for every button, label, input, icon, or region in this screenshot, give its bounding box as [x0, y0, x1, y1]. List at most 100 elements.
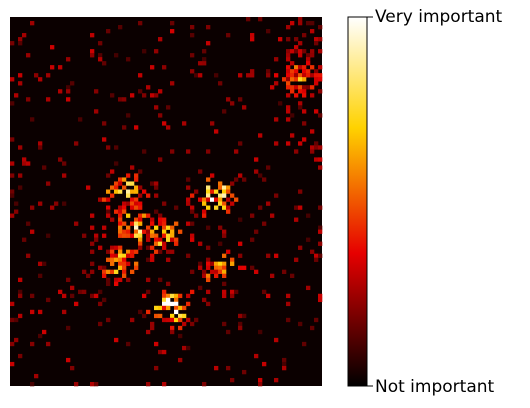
heatmap-cell: [294, 257, 299, 262]
heatmap-cell: [238, 241, 243, 246]
heatmap-cell: [258, 329, 263, 335]
heatmap-cell: [198, 265, 203, 270]
heatmap-cell: [18, 289, 23, 295]
heatmap-cell: [314, 145, 319, 150]
heatmap-cell: [102, 61, 107, 66]
heatmap-cell: [158, 37, 163, 42]
heatmap-cell: [110, 253, 115, 258]
heatmap-cell: [178, 325, 183, 331]
heatmap-cell: [214, 205, 219, 210]
heatmap-cell: [286, 57, 291, 62]
heatmap-cell: [122, 97, 127, 102]
heatmap-cell: [82, 233, 87, 238]
heatmap-cell: [98, 289, 103, 295]
heatmap-cell: [138, 237, 143, 242]
heatmap-cell: [130, 317, 135, 323]
heatmap-cell: [222, 193, 227, 198]
heatmap-cell: [114, 277, 119, 283]
heatmap-cell: [158, 213, 163, 218]
heatmap-cell: [278, 37, 283, 42]
heatmap-cell: [114, 185, 119, 190]
heatmap-cell: [146, 233, 151, 238]
heatmap-cell: [306, 61, 311, 66]
heatmap-cell: [146, 229, 151, 234]
heatmap-cell: [242, 177, 247, 182]
heatmap-cell: [66, 89, 71, 94]
heatmap-cell: [114, 181, 119, 186]
heatmap-cell: [30, 293, 35, 299]
heatmap-cell: [138, 217, 143, 222]
heatmap-cell: [134, 197, 139, 202]
heatmap-cell: [302, 77, 307, 82]
heatmap-cell: [170, 301, 175, 307]
heatmap-cell: [226, 209, 231, 214]
heatmap-cell: [130, 93, 135, 98]
heatmap-cell: [238, 97, 243, 102]
heatmap-cell: [190, 69, 195, 74]
heatmap-cell: [150, 257, 155, 262]
heatmap-cell: [286, 317, 291, 323]
heatmap-cell: [170, 325, 175, 331]
heatmap-cell: [186, 197, 191, 202]
heatmap-cell: [22, 33, 27, 38]
heatmap-cell: [66, 85, 71, 90]
heatmap-cell: [186, 345, 191, 351]
heatmap-cell: [50, 45, 55, 50]
heatmap-cell: [130, 181, 135, 186]
heatmap-cell: [122, 221, 127, 226]
heatmap-cell: [186, 293, 191, 299]
heatmap-cell: [26, 161, 31, 166]
heatmap-cell: [158, 313, 163, 319]
heatmap-cell: [18, 277, 23, 283]
heatmap-cell: [290, 77, 295, 82]
heatmap-cell: [134, 221, 139, 226]
heatmap-cell: [266, 253, 271, 258]
heatmap-cell: [114, 189, 119, 194]
heatmap-cell: [194, 213, 199, 218]
heatmap-cell: [170, 329, 175, 335]
heatmap-cell: [290, 61, 295, 66]
heatmap-cell: [162, 241, 167, 246]
heatmap-cell: [214, 265, 219, 270]
heatmap-cell: [306, 73, 311, 78]
heatmap-cell: [74, 301, 79, 307]
heatmap-cell: [222, 281, 227, 287]
heatmap-cell: [130, 197, 135, 202]
heatmap-cell: [106, 269, 111, 274]
heatmap-cell: [94, 381, 99, 387]
heatmap-cell: [210, 173, 215, 178]
heatmap-cell: [298, 73, 303, 78]
heatmap-cell: [178, 317, 183, 323]
heatmap-cell: [138, 185, 143, 190]
heatmap-cell: [270, 273, 275, 279]
heatmap-cell: [206, 261, 211, 266]
heatmap-cell: [18, 353, 23, 359]
heatmap-cell: [166, 257, 171, 262]
heatmap-cell: [138, 201, 143, 206]
heatmap-cell: [318, 157, 323, 162]
heatmap-cell: [66, 277, 71, 283]
heatmap-cell: [114, 145, 119, 150]
heatmap-cell: [290, 21, 295, 26]
heatmap-cell: [226, 197, 231, 202]
heatmap-cell: [58, 157, 63, 162]
heatmap-cell: [58, 289, 63, 295]
heatmap-cell: [98, 57, 103, 62]
heatmap-cell: [170, 233, 175, 238]
heatmap-cell: [170, 237, 175, 242]
heatmap-cell: [118, 221, 123, 226]
heatmap-cell: [98, 245, 103, 250]
heatmap-cell: [214, 129, 219, 134]
heatmap-cell: [138, 73, 143, 78]
heatmap-cell: [294, 205, 299, 210]
heatmap-cell: [66, 325, 71, 331]
heatmap-cell: [10, 341, 15, 347]
heatmap-cell: [74, 221, 79, 226]
heatmap-cell: [238, 217, 243, 222]
heatmap-cell: [218, 201, 223, 206]
heatmap-cell: [50, 65, 55, 70]
heatmap-cell: [302, 93, 307, 98]
heatmap-cell: [142, 189, 147, 194]
heatmap-cell: [18, 81, 23, 86]
heatmap-cell: [222, 109, 227, 114]
